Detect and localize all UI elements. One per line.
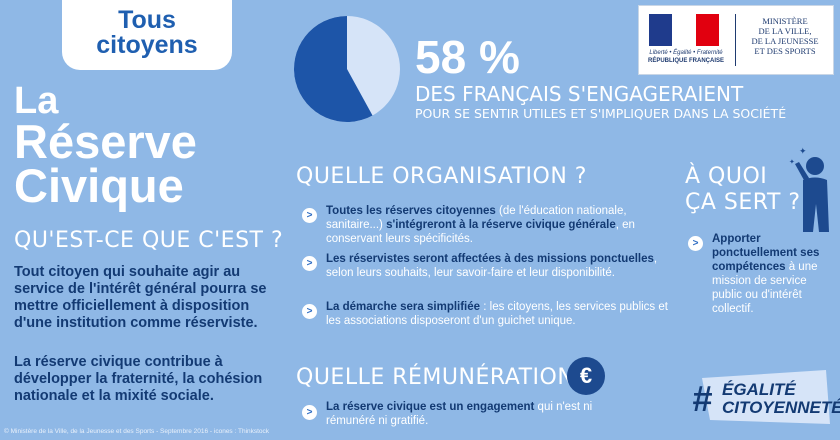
ministry-line-1: MINISTÈRE	[762, 16, 808, 26]
main-title: La Réserve Civique	[14, 80, 197, 212]
ministry-line-2: DE LA VILLE,	[758, 26, 812, 36]
ministry-name: MINISTÈRE DE LA VILLE, DE LA JEUNESSE ET…	[739, 16, 831, 56]
chevron-right-icon: >	[302, 405, 317, 420]
what-paragraph-1: Tout citoyen qui souhaite agir au servic…	[14, 264, 267, 331]
title-line2: Réserve	[14, 115, 197, 168]
item-text: : les citoyens, les services publics et …	[326, 301, 668, 327]
svg-text:✦: ✦	[799, 147, 807, 157]
title-line1: La	[14, 80, 59, 122]
ministry-line-4: ET DES SPORTS	[754, 46, 816, 56]
remuneration-item: La réserve civique est un engagement qui…	[326, 400, 616, 428]
item-text: qui n'est ni rémunéré ni gratifié.	[326, 401, 593, 427]
copyright-footer: © Ministère de la Ville, de la Jeunesse …	[4, 428, 270, 435]
chevron-right-icon: >	[302, 208, 317, 223]
marianne-flag-icon	[649, 14, 719, 46]
title-line3: Civique	[14, 159, 184, 212]
item-bold: s'intégreront à la réserve civique génér…	[386, 219, 616, 231]
item-text: , selon leurs souhaits, leur savoir-fair…	[326, 253, 658, 279]
percentage-pie-chart	[293, 15, 400, 122]
what-paragraph-2: La réserve civique contribue à développe…	[14, 354, 263, 404]
what-heading: QU'EST-CE QUE C'EST ?	[14, 228, 284, 253]
hashtag-background-shape	[702, 370, 830, 424]
organisation-item-1: Toutes les réserves citoyennes (de l'édu…	[326, 204, 671, 246]
republic-name: RÉPUBLIQUE FRANÇAISE	[647, 58, 724, 64]
item-text: (de l'éducation nationale, sanitaire...)	[326, 205, 627, 231]
hashtag-line-2: CITOYENNETÉ	[722, 398, 840, 417]
badge-line1: Tous	[118, 6, 176, 34]
stat-line-2: POUR SE SENTIR UTILES ET S'IMPLIQUER DAN…	[415, 106, 787, 121]
badge-line2: citoyens	[96, 31, 198, 59]
purpose-heading-line-1: À QUOI	[685, 164, 768, 189]
item-text: à une mission de service public ou d'int…	[712, 261, 818, 315]
remuneration-heading: QUELLE RÉMUNÉRATION ?	[296, 365, 594, 390]
hashtag-symbol: #	[692, 378, 713, 419]
stat-percent: 58 %	[415, 31, 520, 83]
republic-caption: Liberté • Égalité • Fraternité RÉPUBLIQU…	[645, 49, 727, 65]
stat-line-1: DES FRANÇAIS S'ENGAGERAIENT	[415, 82, 744, 106]
chevron-right-icon: >	[688, 236, 703, 251]
purpose-item: Apporter ponctuellement ses compétences …	[712, 232, 822, 316]
logo-divider	[735, 14, 736, 66]
ministry-line-3: DE LA JEUNESSE	[751, 36, 819, 46]
purpose-heading: À QUOI ÇA SERT ?	[685, 164, 801, 216]
pie-slice-engaged	[293, 15, 373, 122]
item-bold: Toutes les réserves citoyennes	[326, 205, 496, 217]
euro-icon: €	[567, 357, 605, 395]
item-text: , en conservant leurs spécificités.	[326, 219, 635, 245]
tous-citoyens-badge: Tous citoyens	[62, 0, 232, 70]
chevron-right-icon: >	[302, 304, 317, 319]
chevron-right-icon: >	[302, 256, 317, 271]
item-bold: Les réservistes seront affectées à des m…	[326, 253, 654, 265]
organisation-item-2: Les réservistes seront affectées à des m…	[326, 252, 671, 280]
item-bold: La démarche sera simplifiée	[326, 301, 481, 313]
organisation-heading: QUELLE ORGANISATION ?	[296, 164, 587, 189]
ministry-logo: Liberté • Égalité • Fraternité RÉPUBLIQU…	[638, 5, 834, 75]
organisation-item-3: La démarche sera simplifiée : les citoye…	[326, 300, 671, 328]
republic-motto: Liberté • Égalité • Fraternité	[649, 50, 723, 56]
item-bold: Apporter ponctuellement ses compétences	[712, 233, 820, 273]
person-thinking-icon: ✦ ✦	[789, 147, 829, 232]
svg-text:✦: ✦	[789, 158, 795, 166]
hashtag-line-1: ÉGALITÉ	[722, 380, 796, 399]
purpose-heading-line-2: ÇA SERT ?	[685, 190, 801, 215]
item-bold: La réserve civique est un engagement	[326, 401, 535, 413]
